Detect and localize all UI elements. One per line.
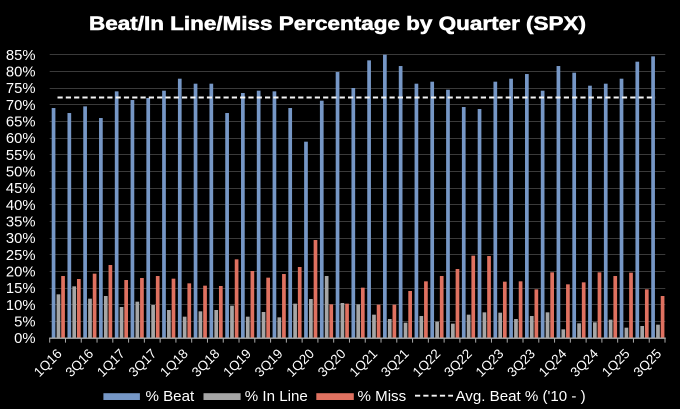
svg-text:30%: 30% bbox=[6, 231, 36, 247]
svg-text:40%: 40% bbox=[6, 198, 36, 214]
svg-text:70%: 70% bbox=[6, 98, 36, 114]
svg-text:Avg. Beat % ('10 - ): Avg. Beat % ('10 - ) bbox=[456, 388, 586, 405]
svg-text:0%: 0% bbox=[14, 331, 35, 347]
svg-text:% In Line: % In Line bbox=[245, 388, 308, 405]
svg-text:25%: 25% bbox=[6, 248, 36, 264]
svg-text:75%: 75% bbox=[6, 81, 36, 97]
svg-text:Beat/In Line/Miss Percentage b: Beat/In Line/Miss Percentage by Quarter … bbox=[89, 14, 586, 35]
svg-text:65%: 65% bbox=[6, 115, 36, 131]
svg-text:35%: 35% bbox=[6, 215, 36, 231]
svg-text:% Miss: % Miss bbox=[358, 388, 407, 405]
svg-text:60%: 60% bbox=[6, 131, 36, 147]
svg-text:15%: 15% bbox=[6, 281, 36, 297]
svg-text:20%: 20% bbox=[6, 265, 36, 281]
svg-text:55%: 55% bbox=[6, 148, 36, 164]
svg-text:85%: 85% bbox=[6, 48, 36, 64]
svg-text:% Beat: % Beat bbox=[146, 388, 195, 405]
svg-text:45%: 45% bbox=[6, 181, 36, 197]
svg-text:10%: 10% bbox=[6, 298, 36, 314]
svg-text:50%: 50% bbox=[6, 165, 36, 181]
svg-text:80%: 80% bbox=[6, 65, 36, 81]
svg-text:5%: 5% bbox=[14, 315, 35, 331]
